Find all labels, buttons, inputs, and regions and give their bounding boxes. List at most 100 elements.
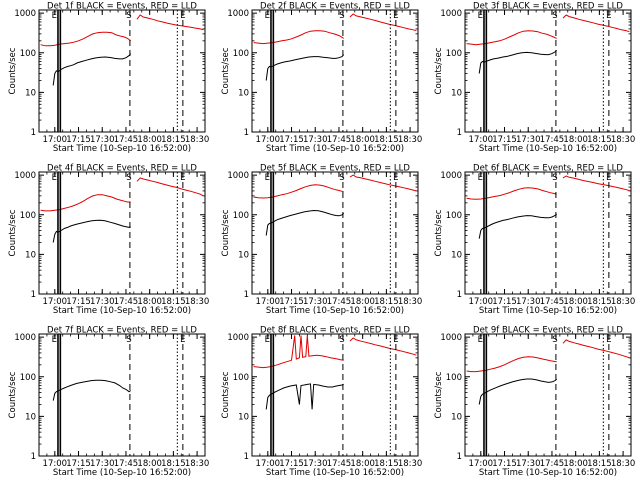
y-axis-label: Counts/sec (434, 209, 444, 256)
x-tick-label: 17:45 (114, 135, 139, 145)
y-tick-label: 10 (25, 250, 36, 260)
y-tick-label: 1 (31, 128, 36, 138)
y-tick-label: 1000 (227, 9, 249, 19)
x-tick-label: 17:30 (516, 297, 541, 307)
x-tick-label: 18:15 (374, 459, 399, 469)
lld-series-line-post-saa (562, 175, 630, 191)
panel-title: Det 1f BLACK = Events, RED = LLD (47, 2, 197, 12)
start-marker-label: E (478, 173, 483, 183)
x-tick-label: 18:00 (563, 459, 588, 469)
lld-series-line (466, 356, 557, 373)
start-marker-label: E (52, 173, 57, 183)
y-tick-label: 1000 (227, 333, 249, 343)
panel-det-3: Det 3f BLACK = Events, RED = LLD 1 10 100 10… (434, 2, 635, 155)
y-tick-label: 10 (451, 412, 462, 422)
panel-title: Det 2f BLACK = Events, RED = LLD (260, 2, 410, 12)
y-axis-label: Counts/sec (221, 47, 231, 94)
panel-det-5: Det 5f BLACK = Events, RED = LLD 1 10 100 10… (221, 164, 422, 317)
y-axis-label: Counts/sec (8, 47, 18, 94)
y-tick-label: 10 (25, 88, 36, 98)
y-axis-label: Counts/sec (8, 209, 18, 256)
y-tick-label: 1 (31, 290, 36, 300)
events-series-line (52, 53, 132, 86)
y-tick-label: 1 (244, 290, 249, 300)
saa-marker-label: S (339, 335, 344, 345)
x-tick-label: 17:45 (114, 459, 139, 469)
lld-series-line (253, 30, 344, 45)
x-tick-label: 17:45 (327, 297, 352, 307)
y-tick-label: 1000 (440, 9, 462, 19)
x-tick-label: 18:00 (137, 135, 162, 145)
plot-frame (251, 9, 419, 133)
lld-series-line (40, 194, 131, 212)
x-tick-label: 18:15 (587, 135, 612, 145)
x-tick-label: 18:00 (350, 297, 375, 307)
x-axis-label: Start Time (10-Sep-10 16:52:00) (53, 468, 191, 478)
events-series-line (265, 383, 344, 410)
end-marker-label: E (180, 335, 185, 345)
saa-marker-label: S (126, 11, 131, 21)
panel-det-4: Det 4f BLACK = Events, RED = LLD 1 10 100 10… (8, 164, 209, 317)
events-series-line (478, 213, 558, 239)
panel-title: Det 3f BLACK = Events, RED = LLD (473, 2, 623, 12)
x-tick-label: 18:15 (374, 135, 399, 145)
y-tick-label: 100 (233, 211, 249, 221)
x-axis-label: Start Time (10-Sep-10 16:52:00) (53, 306, 191, 316)
plot-frame (38, 9, 206, 133)
x-tick-label: 17:00 (256, 459, 281, 469)
lld-series-line (466, 30, 557, 46)
panel-title: Det 5f BLACK = Events, RED = LLD (260, 164, 410, 174)
y-tick-label: 1000 (227, 171, 249, 181)
x-tick-label: 17:15 (279, 135, 304, 145)
panel-det-2: Det 2f BLACK = Events, RED = LLD 1 10 100 10… (221, 2, 422, 155)
x-tick-label: 18:00 (563, 297, 588, 307)
panel-title: Det 7f BLACK = Events, RED = LLD (47, 326, 197, 336)
lld-series-line (466, 187, 557, 200)
plot-frame (38, 171, 206, 295)
y-tick-label: 1 (244, 452, 249, 462)
end-marker-label: E (606, 173, 611, 183)
start-marker-label: E (478, 335, 483, 345)
lld-series-line-post-saa (136, 14, 204, 31)
x-tick-label: 18:00 (137, 297, 162, 307)
y-tick-label: 1 (457, 452, 462, 462)
y-tick-label: 1 (31, 452, 36, 462)
y-tick-label: 1 (244, 128, 249, 138)
saa-marker-label: S (552, 173, 557, 183)
panel-det-7: Det 7f BLACK = Events, RED = LLD 1 10 100 10… (8, 326, 209, 479)
x-tick-label: 18:30 (185, 135, 210, 145)
x-tick-label: 18:00 (137, 459, 162, 469)
x-tick-label: 17:15 (279, 297, 304, 307)
events-series-line (52, 219, 131, 243)
x-tick-label: 17:00 (256, 135, 281, 145)
x-tick-label: 17:30 (303, 297, 328, 307)
x-tick-label: 18:00 (350, 135, 375, 145)
lld-series-line-post-saa (136, 177, 204, 197)
x-tick-label: 17:30 (516, 135, 541, 145)
x-tick-label: 17:45 (540, 135, 565, 145)
start-marker-label: E (52, 335, 57, 345)
events-series-line (478, 50, 558, 74)
x-tick-label: 17:45 (540, 459, 565, 469)
end-marker-label: E (180, 173, 185, 183)
plot-frame (464, 171, 632, 295)
plot-frame (38, 333, 206, 457)
x-tick-label: 18:00 (350, 459, 375, 469)
panel-det-8: Det 8f BLACK = Events, RED = LLD 1 10 100 10… (221, 326, 422, 479)
events-series-line (265, 209, 345, 236)
x-tick-label: 17:15 (66, 459, 91, 469)
end-marker-label: E (606, 335, 611, 345)
y-tick-label: 100 (20, 211, 36, 221)
saa-marker-label: S (552, 11, 557, 21)
y-tick-label: 10 (238, 250, 249, 260)
y-axis-label: Counts/sec (8, 371, 18, 418)
events-series-line (265, 54, 345, 81)
y-tick-label: 1 (457, 290, 462, 300)
x-tick-label: 17:00 (43, 459, 68, 469)
x-tick-label: 17:45 (114, 297, 139, 307)
plot-frame (464, 333, 632, 457)
y-tick-label: 100 (20, 49, 36, 59)
x-tick-label: 17:30 (90, 459, 115, 469)
start-marker-label: E (265, 11, 270, 21)
panel-title: Det 8f BLACK = Events, RED = LLD (260, 326, 410, 336)
